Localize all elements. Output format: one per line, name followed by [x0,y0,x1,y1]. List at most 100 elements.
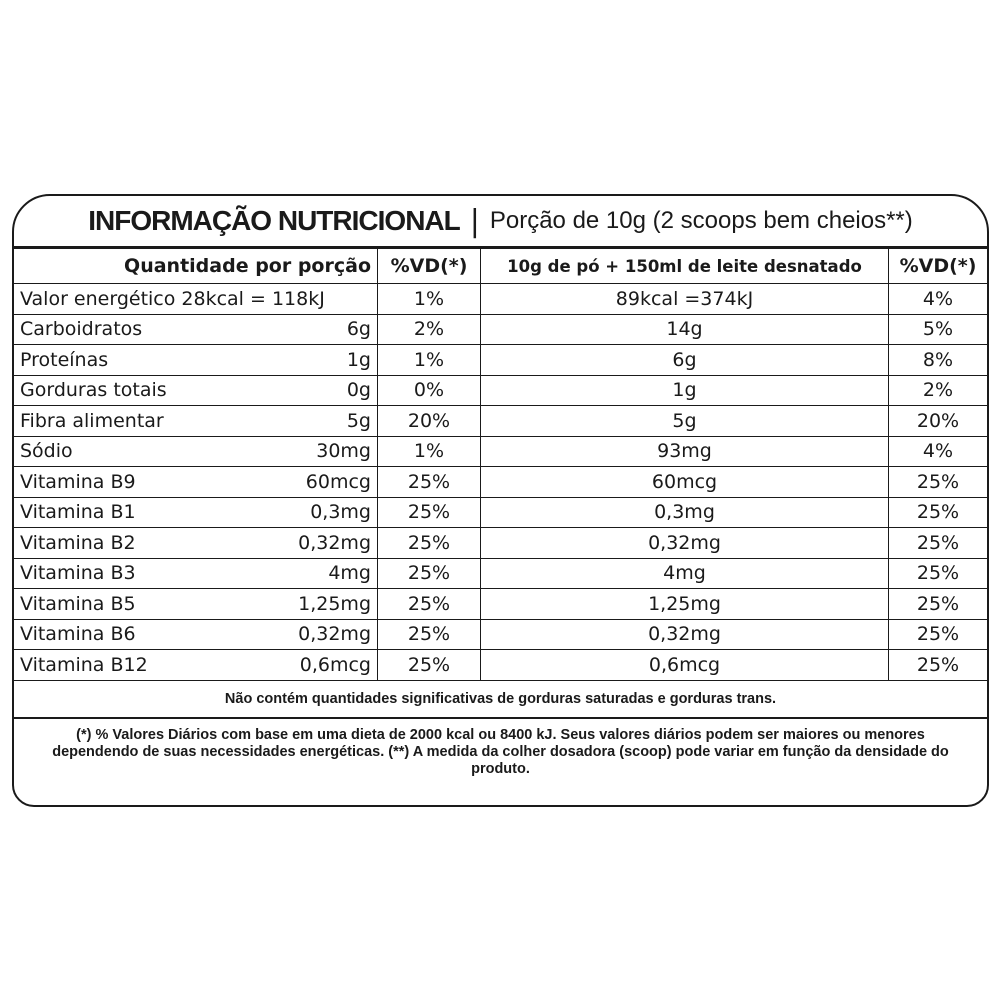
nutrient-vd: 25% [377,557,481,589]
nutrient-cell: Proteínas 1g [14,344,378,376]
nutrient-cell: Gorduras totais 0g [14,374,378,406]
mix-amount: 1g [480,374,889,406]
nutrient-amount: 0g [346,379,371,402]
label-title-row: INFORMAÇÃO NUTRICIONAL | Porção de 10g (… [14,196,987,248]
mix-vd: 4% [888,435,987,467]
nutrient-amount: 6g [346,318,371,341]
nutrient-amount: 1,25mg [298,592,371,615]
mix-amount: 89kcal =374kJ [480,283,889,315]
table-header: Quantidade por porção %VD(*) 10g de pó +… [14,248,987,284]
nutrient-vd: 2% [377,313,481,345]
mix-vd: 20% [888,405,987,437]
table-row: Vitamina B5 1,25mg 25% 1,25mg 25% [14,588,987,620]
mix-amount: 0,32mg [480,618,889,650]
nutrient-vd: 25% [377,618,481,650]
header-mix: 10g de pó + 150ml de leite desnatado [480,248,889,284]
nutrient-amount: 5g [346,409,371,432]
nutrient-amount: 60mcg [305,470,371,493]
nutrient-name: Vitamina B5 [20,592,136,615]
mix-vd: 25% [888,496,987,528]
nutrient-amount: 0,3mg [310,501,371,524]
mix-vd: 25% [888,557,987,589]
mix-amount: 14g [480,313,889,345]
table-row: Fibra alimentar 5g 20% 5g 20% [14,405,987,437]
nutrient-name: Vitamina B9 [20,470,136,493]
mix-amount: 93mg [480,435,889,467]
nutrient-cell: Vitamina B9 60mcg [14,466,378,498]
mix-vd: 5% [888,313,987,345]
nutrient-name: Vitamina B2 [20,531,136,554]
nutrient-cell: Fibra alimentar 5g [14,405,378,437]
mix-vd: 25% [888,527,987,559]
nutrient-amount: 0,32mg [298,531,371,554]
nutrient-vd: 25% [377,527,481,559]
nutrient-vd: 20% [377,405,481,437]
table-row: Vitamina B1 0,3mg 25% 0,3mg 25% [14,496,987,528]
nutrient-vd: 1% [377,435,481,467]
mix-vd: 8% [888,344,987,376]
nutrient-vd: 25% [377,496,481,528]
nutrient-cell: Vitamina B12 0,6mcg [14,649,378,681]
nutrient-cell: Sódio 30mg [14,435,378,467]
nutrient-amount: 1g [346,348,371,371]
nutrient-cell: Vitamina B5 1,25mg [14,588,378,620]
nutrient-name: Vitamina B3 [20,562,136,585]
mix-vd: 25% [888,649,987,681]
mix-amount: 60mcg [480,466,889,498]
nutrient-cell: Valor energético 28kcal = 118kJ [14,283,378,315]
nutrient-name: Valor energético 28kcal = 118kJ [20,287,325,310]
nutrient-vd: 0% [377,374,481,406]
nutrient-amount: 4mg [328,562,371,585]
nutrient-cell: Vitamina B1 0,3mg [14,496,378,528]
nutrient-name: Vitamina B6 [20,623,136,646]
nutrient-vd: 1% [377,344,481,376]
nutrient-cell: Vitamina B6 0,32mg [14,618,378,650]
nutrient-name: Fibra alimentar [20,409,164,432]
mix-vd: 25% [888,618,987,650]
nutrient-amount: 0,6mcg [299,653,371,676]
footnote: (*) % Valores Diários com base em uma di… [52,726,949,777]
table-row: Valor energético 28kcal = 118kJ 1% 89kcal … [14,283,987,315]
nutrient-name: Gorduras totais [20,379,167,402]
mix-amount: 4mg [480,557,889,589]
nutrient-name: Sódio [20,440,73,463]
nutrition-table: Quantidade por porção %VD(*) 10g de pó +… [14,248,987,681]
nutrient-name: Vitamina B1 [20,501,136,524]
nutrient-name: Vitamina B12 [20,653,148,676]
table-row: Vitamina B6 0,32mg 25% 0,32mg 25% [14,618,987,650]
mix-vd: 4% [888,283,987,315]
nutrient-vd: 25% [377,466,481,498]
fats-note: Não contém quantidades significativas de… [14,681,987,719]
label-title: INFORMAÇÃO NUTRICIONAL [88,205,461,236]
table-row: Proteínas 1g 1% 6g 8% [14,344,987,376]
header-mix-vd: %VD(*) [888,248,987,284]
table-row: Carboidratos 6g 2% 14g 5% [14,313,987,345]
nutrient-cell: Carboidratos 6g [14,313,378,345]
header-quantity: Quantidade por porção [14,248,378,284]
mix-amount: 0,3mg [480,496,889,528]
title-separator: | [469,203,480,239]
nutrient-amount: 30mg [316,440,371,463]
portion-size: Porção de 10g (2 scoops bem cheios**) [489,207,913,234]
nutrient-amount: 0,32mg [298,623,371,646]
mix-amount: 0,6mcg [480,649,889,681]
table-row: Vitamina B9 60mcg 25% 60mcg 25% [14,466,987,498]
nutrition-facts-label: INFORMAÇÃO NUTRICIONAL | Porção de 10g (… [12,194,989,807]
table-row: Vitamina B3 4mg 25% 4mg 25% [14,557,987,589]
mix-amount: 1,25mg [480,588,889,620]
table-row: Vitamina B12 0,6mcg 25% 0,6mcg 25% [14,649,987,681]
header-vd: %VD(*) [377,248,481,284]
mix-vd: 25% [888,588,987,620]
table-row: Sódio 30mg 1% 93mg 4% [14,435,987,467]
nutrient-cell: Vitamina B3 4mg [14,557,378,589]
nutrient-vd: 1% [377,283,481,315]
table-row: Vitamina B2 0,32mg 25% 0,32mg 25% [14,527,987,559]
mix-amount: 6g [480,344,889,376]
mix-vd: 25% [888,466,987,498]
mix-vd: 2% [888,374,987,406]
mix-amount: 5g [480,405,889,437]
table-row: Gorduras totais 0g 0% 1g 2% [14,374,987,406]
nutrient-name: Proteínas [20,348,109,371]
mix-amount: 0,32mg [480,527,889,559]
nutrient-cell: Vitamina B2 0,32mg [14,527,378,559]
